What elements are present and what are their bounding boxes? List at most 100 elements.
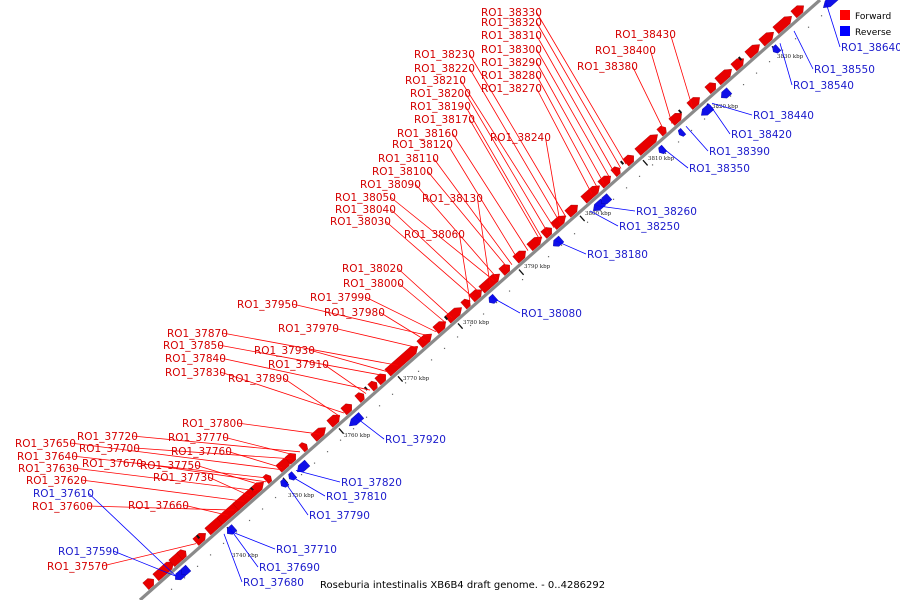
forward-gene-label: RO1_38310: [481, 30, 542, 42]
kbp-tick-label: 3740 kbp: [232, 553, 259, 559]
minor-tick-dot: [807, 26, 810, 28]
forward-gene-arrow: [326, 414, 340, 428]
forward-gene-arrow: [580, 185, 600, 204]
forward-gene-label: RO1_38240: [490, 132, 551, 144]
reverse-leader-line: [685, 125, 709, 152]
backbone-group: [138, 0, 822, 600]
forward-gene-label: RO1_38330: [481, 7, 542, 19]
reverse-gene-label: RO1_38250: [619, 221, 680, 233]
forward-gene-label: RO1_37910: [268, 359, 329, 371]
minor-tick-dot: [599, 210, 602, 212]
minor-tick-dot: [352, 428, 355, 430]
minor-tick-dot: [612, 198, 615, 200]
reverse-gene-arrow: [677, 128, 687, 137]
forward-gene-label: RO1_37800: [182, 418, 243, 430]
kbp-tick-label: 3750 kbp: [288, 493, 315, 499]
minor-tick-dot: [495, 301, 498, 304]
forward-leader-line: [427, 170, 509, 269]
marker-tick: [677, 109, 683, 114]
forward-leader-line: [183, 504, 229, 516]
minor-tick-dot: [508, 290, 511, 292]
genome-caption: Roseburia intestinalis XB6B4 draft genom…: [320, 580, 605, 591]
forward-leader-line: [73, 467, 257, 492]
forward-leader-line: [283, 377, 341, 417]
forward-gene-label: RO1_37620: [26, 475, 87, 487]
forward-gene-arrow: [354, 392, 365, 403]
forward-leader-line: [70, 442, 281, 470]
forward-gene-arrow: [416, 333, 432, 349]
reverse-gene-label: RO1_38260: [636, 206, 697, 218]
forward-leader-line: [458, 233, 471, 302]
forward-leader-line: [535, 74, 599, 190]
forward-gene-label: RO1_38380: [577, 61, 638, 73]
forward-leader-line: [137, 462, 267, 483]
forward-gene-label: RO1_37660: [128, 500, 189, 512]
minor-tick-dot: [404, 382, 407, 384]
forward-leader-line: [385, 220, 475, 299]
reverse-gene-arrow: [488, 293, 499, 304]
major-tick-mark: [397, 375, 404, 383]
forward-gene-label: RO1_38090: [360, 179, 421, 191]
forward-gene-label: RO1_38000: [343, 278, 404, 290]
forward-leader-line: [536, 48, 611, 179]
forward-leader-line: [469, 67, 561, 223]
leader-line-group: [70, 2, 841, 583]
major-tick-mark: [457, 322, 464, 330]
reverse-gene-label: RO1_38390: [709, 146, 770, 158]
minor-tick-dot: [729, 95, 732, 97]
forward-gene-label: RO1_37950: [237, 299, 298, 311]
forward-leader-line: [220, 371, 345, 414]
minor-tick-dot: [742, 83, 745, 86]
forward-gene-label: RO1_38170: [414, 114, 475, 126]
reverse-gene-label: RO1_38540: [793, 80, 854, 92]
reverse-leader-line: [589, 210, 619, 227]
forward-gene-label: RO1_37980: [324, 307, 385, 319]
forward-leader-line: [134, 447, 293, 460]
reverse-gene-label: RO1_38440: [753, 110, 814, 122]
forward-gene-arrow: [597, 175, 611, 189]
reverse-gene-label: RO1_37680: [243, 577, 304, 589]
reverse-gene-arrow: [658, 144, 668, 155]
minor-tick-dot: [222, 542, 225, 545]
forward-gene-label: RO1_38050: [335, 192, 396, 204]
minor-tick-dot: [391, 393, 394, 395]
minor-tick-dot: [170, 588, 173, 590]
forward-leader-line: [397, 267, 453, 319]
minor-tick-dot: [716, 106, 719, 109]
kbp-tick-label: 3790 kbp: [524, 264, 551, 270]
minor-tick-dot: [378, 405, 381, 407]
forward-leader-line: [220, 357, 371, 391]
reverse-gene-label: RO1_37710: [276, 544, 337, 556]
reverse-gene-arrow: [772, 44, 782, 54]
minor-tick-dot: [209, 554, 212, 556]
forward-gene-label: RO1_38210: [405, 75, 466, 87]
forward-gene-arrow: [142, 578, 154, 590]
minor-tick-dot: [690, 129, 693, 132]
legend-reverse-swatch: [840, 26, 850, 36]
forward-gene-label: RO1_38200: [410, 88, 471, 100]
forward-gene-arrow: [790, 5, 804, 19]
kbp-tick-label: 3770 kbp: [403, 376, 430, 382]
minor-tick-dot: [235, 531, 238, 533]
forward-gene-label: RO1_37670: [82, 458, 143, 470]
forward-leader-line: [544, 136, 561, 223]
minor-tick-dot: [534, 267, 537, 269]
forward-gene-label: RO1_38190: [410, 101, 471, 113]
minor-tick-dot: [560, 244, 563, 246]
forward-leader-line: [649, 49, 673, 124]
forward-gene-label: RO1_38030: [330, 216, 391, 228]
marker-tick: [737, 56, 743, 61]
marker-tick: [619, 160, 625, 165]
forward-gene-arrow: [176, 549, 187, 560]
forward-gene-label: RO1_37720: [77, 431, 138, 443]
minor-tick-dot: [781, 49, 784, 51]
reverse-gene-arrow: [227, 524, 238, 535]
minor-tick-dot: [625, 187, 628, 189]
forward-gene-arrow: [232, 481, 264, 511]
reverse-gene-label: RO1_37610: [33, 488, 94, 500]
forward-leader-line: [333, 327, 419, 349]
forward-gene-label: RO1_37830: [165, 367, 226, 379]
forward-gene-label: RO1_37890: [228, 373, 289, 385]
forward-leader-line: [415, 183, 498, 279]
minor-tick-dot: [313, 462, 316, 464]
